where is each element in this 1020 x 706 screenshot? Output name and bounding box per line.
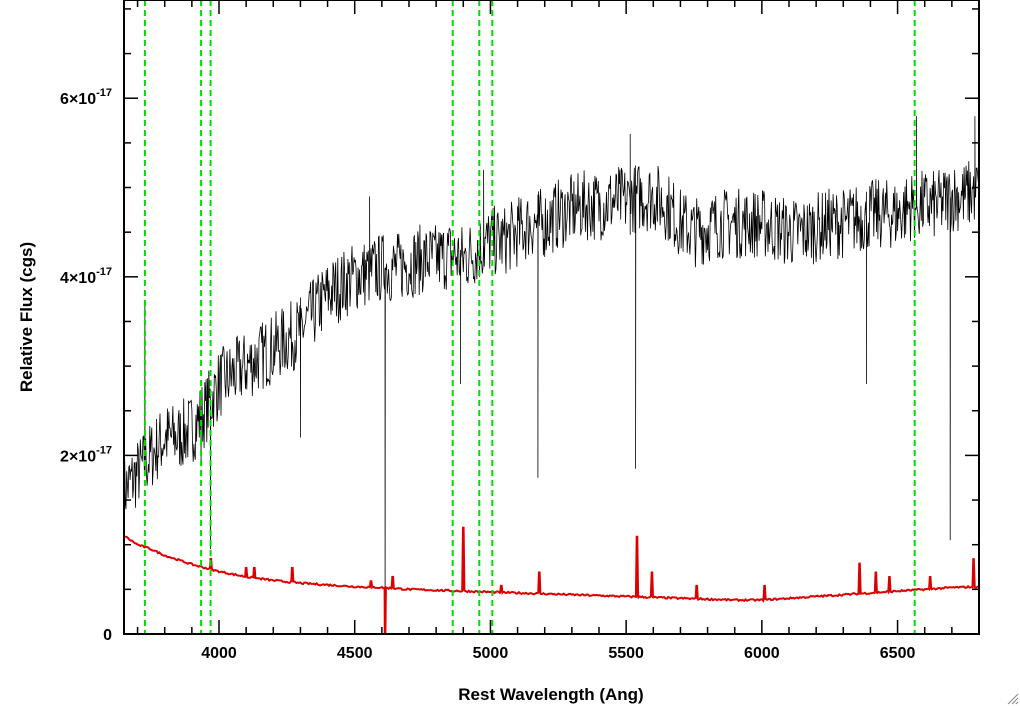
y-axis-label: Relative Flux (cgs) (17, 242, 36, 392)
x-tick-label: 4500 (337, 645, 373, 662)
series-line-error (123, 526, 980, 635)
marker-lines-layer (143, 0, 916, 634)
y-tick-label: 6×10-17 (60, 87, 112, 108)
y-tick-label: 4×10-17 (60, 266, 112, 287)
x-tick-label: 5500 (608, 645, 644, 662)
y-tick-label: 2×10-17 (60, 444, 112, 465)
x-tick-label: 6000 (744, 645, 780, 662)
series-layer (123, 116, 980, 635)
x-axis-label: Rest Wavelength (Ang) (458, 685, 643, 704)
ticks-layer: 4000 4500 5000 5500 6000 6500 0 2×10-17 4×10-17 6… (60, 0, 980, 662)
x-tick-label: 6500 (880, 645, 916, 662)
plot-frame (123, 0, 980, 635)
x-tick-label: 5000 (473, 645, 509, 662)
y-tick-label: 0 (103, 627, 112, 644)
series-line-spectrum (123, 116, 980, 635)
x-tick-label: 4000 (201, 645, 237, 662)
resize-grip-icon[interactable] (1007, 693, 1019, 705)
